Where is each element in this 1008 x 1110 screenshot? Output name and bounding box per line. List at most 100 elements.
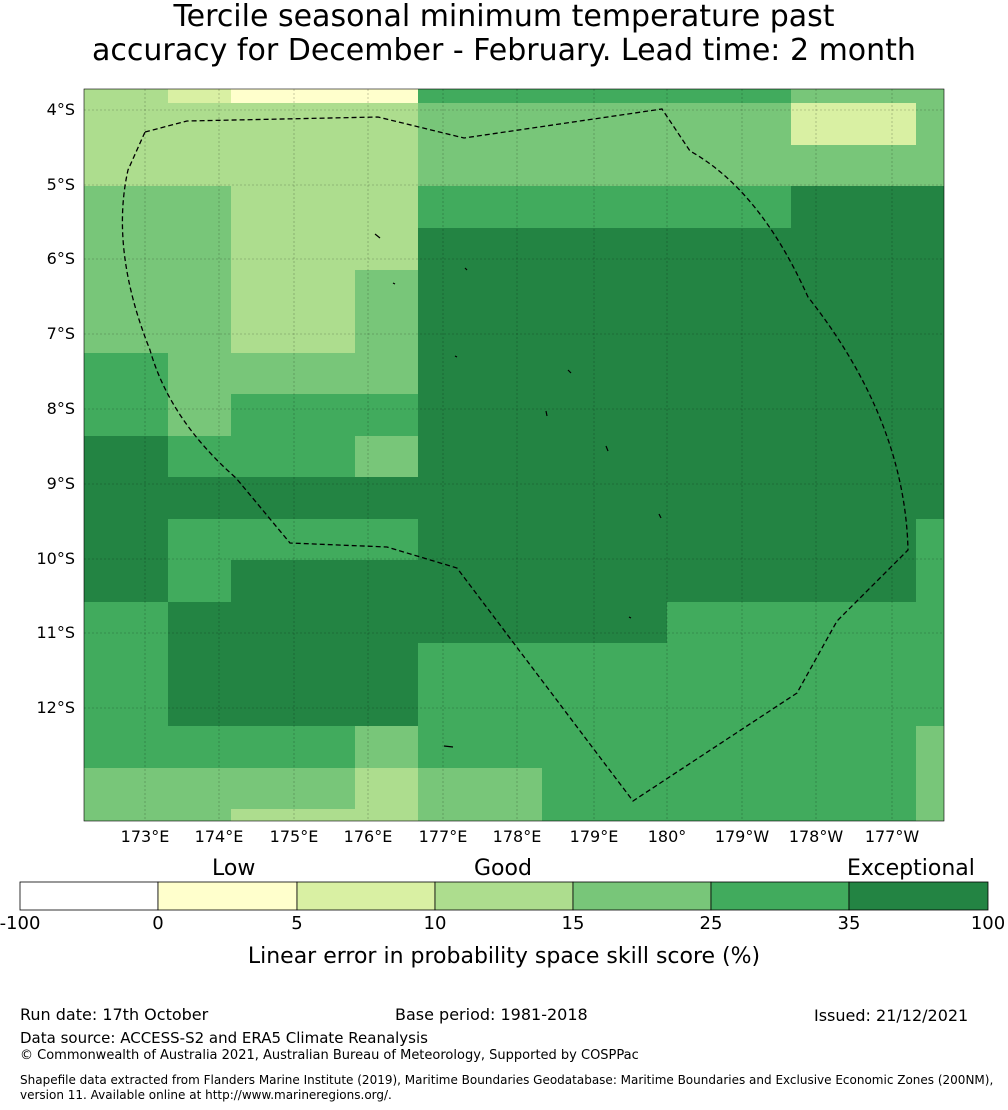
- grid-cell: [916, 726, 944, 768]
- title-line-2: accuracy for December - February. Lead t…: [92, 33, 916, 68]
- grid-cell: [231, 436, 293, 477]
- grid-cell: [84, 809, 106, 821]
- grid-cell: [854, 186, 916, 228]
- grid-cell: [916, 602, 944, 643]
- grid-cell: [168, 394, 231, 436]
- grid-cell: [791, 186, 854, 228]
- grid-cell: [84, 186, 106, 228]
- colorbar-tick: 25: [699, 913, 723, 934]
- grid-cell: [854, 768, 916, 809]
- lon-label: 179°W: [714, 827, 770, 846]
- grid-cell: [916, 519, 944, 560]
- grid-cell: [916, 311, 944, 353]
- grid-cell: [168, 103, 231, 145]
- grid-cell: [542, 353, 605, 394]
- grid-cell: [916, 145, 944, 186]
- grid-cell: [106, 643, 168, 685]
- grid-cell: [791, 228, 854, 270]
- grid-cell: [605, 145, 667, 186]
- grid-cell: [84, 560, 106, 602]
- island-mark: [464, 267, 468, 271]
- grid-cell: [168, 145, 231, 186]
- grid-cell: [667, 353, 729, 394]
- grid-cell: [84, 436, 106, 477]
- grid-cell: [854, 809, 916, 821]
- grid-cell: [84, 726, 106, 768]
- colorbar-segment: [157, 881, 298, 911]
- colorbar-tick: 10: [423, 913, 447, 934]
- grid-cell: [231, 768, 293, 809]
- grid-cell: [605, 768, 667, 809]
- grid-cell: [791, 311, 854, 353]
- data-source: Data source: ACCESS-S2 and ERA5 Climate …: [20, 1029, 428, 1047]
- grid-cell: [84, 602, 106, 643]
- colorbar-tick: 15: [561, 913, 585, 934]
- lon-label: 179°E: [569, 827, 619, 846]
- grid-cell: [916, 768, 944, 809]
- lon-label: 174°E: [194, 827, 244, 846]
- grid-cell: [791, 270, 854, 311]
- copyright: © Commonwealth of Australia 2021, Austra…: [20, 1048, 639, 1063]
- grid-cell: [355, 394, 418, 436]
- grid-cell: [355, 477, 418, 519]
- grid-cell: [293, 519, 355, 560]
- grid-cell: [106, 602, 168, 643]
- grid-cell: [293, 685, 355, 726]
- grid-cell: [293, 643, 355, 685]
- category-exceptional: Exceptional: [847, 856, 975, 881]
- grid-cell: [667, 311, 729, 353]
- grid-cell: [84, 477, 106, 519]
- grid-cell: [729, 103, 791, 145]
- grid-cell: [418, 602, 480, 643]
- grid-cell: [231, 519, 293, 560]
- grid-cell: [293, 353, 355, 394]
- grid-cell: [231, 186, 293, 228]
- grid-cell: [231, 89, 293, 103]
- grid-cell: [667, 186, 729, 228]
- grid-cell: [480, 353, 542, 394]
- grid-cell: [854, 602, 916, 643]
- grid-cell: [480, 89, 542, 103]
- grid-cell: [916, 477, 944, 519]
- lat-label: 11°S: [36, 623, 75, 642]
- grid-cell: [916, 809, 944, 821]
- grid-cell: [667, 560, 729, 602]
- colorbar: [19, 881, 989, 911]
- grid-cell: [293, 228, 355, 270]
- grid-cell: [916, 394, 944, 436]
- grid-cell: [168, 353, 231, 394]
- grid-cell: [231, 560, 293, 602]
- grid-cell: [791, 394, 854, 436]
- grid-cell: [293, 394, 355, 436]
- grid-cell: [542, 726, 605, 768]
- grid-cell: [84, 145, 106, 186]
- grid-cell: [84, 685, 106, 726]
- grid-cell: [418, 519, 480, 560]
- grid-cell: [418, 89, 480, 103]
- grid-cell: [854, 228, 916, 270]
- grid-cell: [106, 477, 168, 519]
- grid-cell: [916, 186, 944, 228]
- grid-cell: [480, 643, 542, 685]
- grid-cell: [106, 726, 168, 768]
- grid-cell: [729, 270, 791, 311]
- grid-cell: [854, 560, 916, 602]
- grid-cell: [293, 270, 355, 311]
- grid-cell: [605, 726, 667, 768]
- grid-cell: [480, 477, 542, 519]
- grid-cell: [355, 560, 418, 602]
- grid-cell: [480, 270, 542, 311]
- grid-cell: [729, 809, 791, 821]
- grid-cell: [355, 228, 418, 270]
- grid-cell: [542, 436, 605, 477]
- grid-cell: [605, 311, 667, 353]
- grid-cell: [480, 311, 542, 353]
- grid-cell: [854, 394, 916, 436]
- island-mark: [628, 616, 632, 619]
- grid-cell: [854, 270, 916, 311]
- grid-cell: [418, 186, 480, 228]
- grid-cell: [106, 186, 168, 228]
- grid-cell: [106, 270, 168, 311]
- grid-cell: [84, 519, 106, 560]
- grid-cell: [84, 643, 106, 685]
